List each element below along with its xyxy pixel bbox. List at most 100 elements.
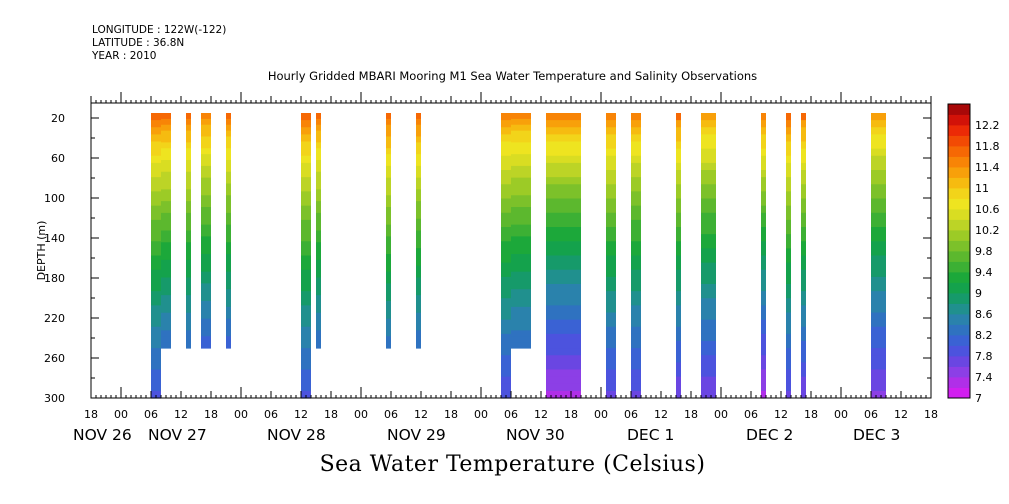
data-column-14-band (676, 198, 681, 207)
data-column-8-band (416, 236, 421, 243)
data-column-15-band (701, 269, 716, 278)
data-column-2-band (186, 113, 191, 120)
data-column-3-band (201, 271, 211, 279)
data-column-5-band (301, 141, 311, 150)
data-column-19-band (871, 212, 886, 221)
data-column-11-band (546, 362, 581, 371)
data-column-3-band (201, 242, 211, 249)
data-column-9-band (501, 376, 511, 385)
data-column-0-band (151, 284, 161, 292)
data-column-17-band (786, 177, 791, 185)
y-tick-label: 140 (44, 232, 65, 245)
data-column-19-band (871, 376, 886, 385)
data-column-6-band (316, 154, 321, 161)
data-column-13-band (631, 276, 641, 285)
data-column-6-band (316, 289, 321, 296)
data-column-0-band (151, 134, 161, 143)
data-column-16-band (761, 198, 766, 207)
x-hour-label: 18 (204, 408, 218, 421)
data-column-11-band (546, 262, 581, 271)
x-hour-label: 18 (84, 408, 98, 421)
colorbar-label: 7.4 (975, 371, 993, 384)
data-column-1-band (161, 148, 171, 155)
data-column-3-band (201, 336, 211, 343)
data-column-4-band (226, 130, 231, 138)
data-column-13-band (631, 141, 641, 150)
data-column-9-band (501, 248, 511, 257)
data-column-7-band (386, 124, 391, 132)
data-column-2-band (186, 306, 191, 314)
data-column-6-band (316, 160, 321, 167)
colorbar-segment (948, 282, 970, 294)
data-column-15-band (701, 376, 716, 385)
data-column-15-band (701, 305, 716, 314)
data-column-11-band (546, 298, 581, 306)
data-column-10-band (511, 207, 531, 214)
data-column-0-band (151, 120, 161, 128)
x-hour-label: 06 (384, 408, 398, 421)
colorbar-segment (948, 293, 970, 304)
data-column-18-band (801, 355, 806, 363)
data-column-16-band (761, 248, 766, 257)
data-column-13-band (631, 241, 641, 249)
data-column-5-band (301, 269, 311, 278)
data-column-9-band (501, 284, 511, 292)
colorbar-segment (948, 335, 970, 346)
data-column-2-band (186, 177, 191, 185)
data-column-2-band (186, 148, 191, 155)
data-column-4-band (226, 171, 231, 179)
data-column-10-band (511, 312, 531, 320)
y-axis-label: DEPTH (m) (35, 221, 48, 281)
data-column-19-band (871, 291, 886, 299)
data-column-9-band (501, 305, 511, 314)
data-column-3-band (201, 312, 211, 320)
data-column-5-band (301, 369, 311, 378)
data-column-16-band (761, 141, 766, 150)
data-column-7-band (386, 142, 391, 149)
x-hour-label: 00 (234, 408, 248, 421)
data-column-16-band (761, 170, 766, 178)
data-column-3-band (201, 224, 211, 232)
data-column-5-band (301, 227, 311, 235)
data-column-12-band (606, 362, 616, 371)
data-column-9-band (501, 291, 511, 299)
data-column-1-band (161, 165, 171, 173)
data-column-3-band (201, 342, 211, 349)
data-column-1-band (161, 118, 171, 126)
data-column-14-band (676, 383, 681, 392)
data-column-12-band (606, 369, 616, 378)
y-tick-label: 220 (44, 312, 65, 325)
data-column-1-band (161, 218, 171, 226)
data-column-17-band (786, 113, 791, 121)
data-column-18-band (801, 170, 806, 178)
data-column-16-band (761, 148, 766, 157)
data-column-12-band (606, 284, 616, 292)
x-day-label: NOV 30 (506, 426, 565, 444)
data-column-3-band (201, 295, 211, 302)
data-column-4-band (226, 189, 231, 196)
data-column-2-band (186, 301, 191, 308)
data-column-15-band (701, 355, 716, 363)
data-column-2-band (186, 183, 191, 190)
data-column-2-band (186, 218, 191, 226)
data-column-2-band (186, 154, 191, 161)
data-column-17-band (786, 376, 791, 385)
data-column-7-band (386, 160, 391, 167)
data-column-19-band (871, 148, 886, 157)
x-hour-label: 00 (594, 408, 608, 421)
data-column-10-band (511, 195, 531, 202)
data-column-1-band (161, 248, 171, 255)
data-column-4-band (226, 306, 231, 314)
colorbar-label: 12.2 (975, 119, 1000, 132)
data-column-14-band (676, 184, 681, 192)
data-column-13-band (631, 184, 641, 192)
data-column-15-band (701, 198, 716, 207)
data-column-9-band (501, 127, 511, 135)
data-column-18-band (801, 362, 806, 371)
data-column-10-band (511, 248, 531, 255)
data-column-7-band (386, 306, 391, 314)
data-column-12-band (606, 291, 616, 299)
data-column-16-band (761, 284, 766, 292)
data-column-16-band (761, 219, 766, 228)
data-column-12-band (606, 326, 616, 335)
